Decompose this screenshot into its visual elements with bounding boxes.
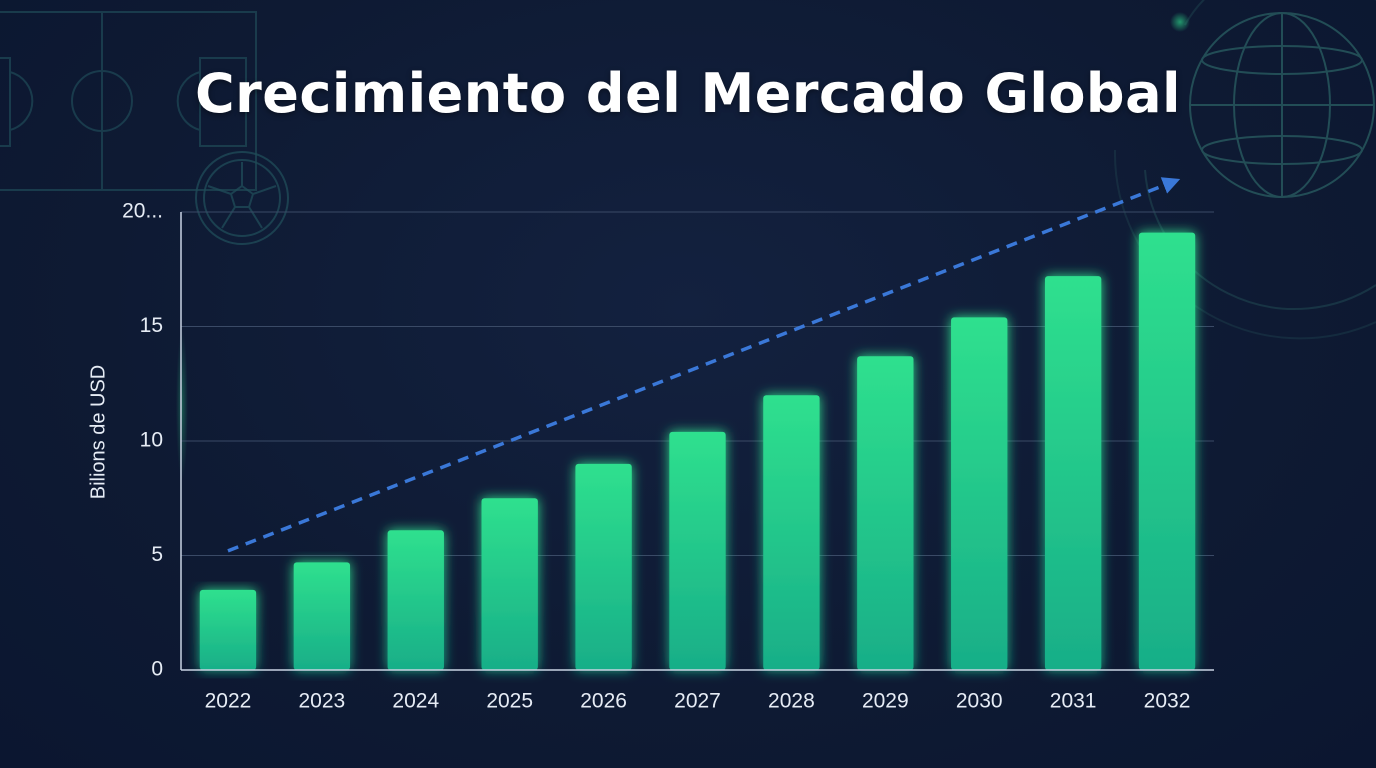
trend-arrow-line bbox=[227, 177, 1181, 553]
bar-2029 bbox=[857, 356, 914, 670]
soccer-field-outline bbox=[0, 11, 257, 191]
bar-2027 bbox=[669, 431, 726, 670]
y-tick-labels: 0 5 10 15 20... bbox=[122, 200, 163, 681]
bar-2026 bbox=[575, 463, 632, 670]
x-tick-label: 2031 bbox=[1050, 690, 1097, 713]
bar-2031 bbox=[1044, 276, 1102, 670]
bar-2023 bbox=[293, 562, 351, 670]
x-tick-label: 2027 bbox=[674, 690, 721, 713]
chart-title: Crecimiento del Mercado Global bbox=[194, 62, 1182, 125]
soccer-ball-icon bbox=[195, 151, 289, 245]
bar-2028 bbox=[763, 395, 820, 670]
x-tick-labels: 2022 2023 2024 2025 2026 2027 2028 2029 2030 2031… bbox=[205, 690, 1191, 713]
x-tick-label: 2032 bbox=[1144, 690, 1191, 713]
bar-2022 bbox=[199, 589, 257, 670]
x-tick-label: 2024 bbox=[392, 690, 439, 713]
trend-arrow bbox=[227, 177, 1181, 553]
bar-2024 bbox=[387, 530, 444, 670]
bar-2032 bbox=[1138, 232, 1196, 671]
x-tick-label: 2023 bbox=[299, 690, 346, 713]
x-tick-label: 2025 bbox=[486, 690, 533, 713]
bar-2025 bbox=[481, 498, 538, 670]
x-tick-label: 2030 bbox=[956, 690, 1003, 713]
y-tick-label: 10 bbox=[140, 429, 163, 452]
y-tick-label: 5 bbox=[151, 543, 163, 566]
x-tick-label: 2029 bbox=[862, 690, 909, 713]
x-tick-label: 2028 bbox=[768, 690, 815, 713]
y-axis-title: Bilions de USD bbox=[87, 365, 109, 500]
x-tick-label: 2022 bbox=[205, 690, 252, 713]
globe-icon bbox=[1113, 0, 1376, 340]
y-tick-label: 15 bbox=[140, 314, 163, 337]
y-tick-label: 20... bbox=[122, 200, 163, 223]
x-tick-label: 2026 bbox=[580, 690, 627, 713]
y-tick-label: 0 bbox=[151, 658, 163, 681]
bars bbox=[199, 232, 1196, 671]
bar-2030 bbox=[951, 317, 1008, 670]
axes bbox=[180, 212, 1214, 671]
